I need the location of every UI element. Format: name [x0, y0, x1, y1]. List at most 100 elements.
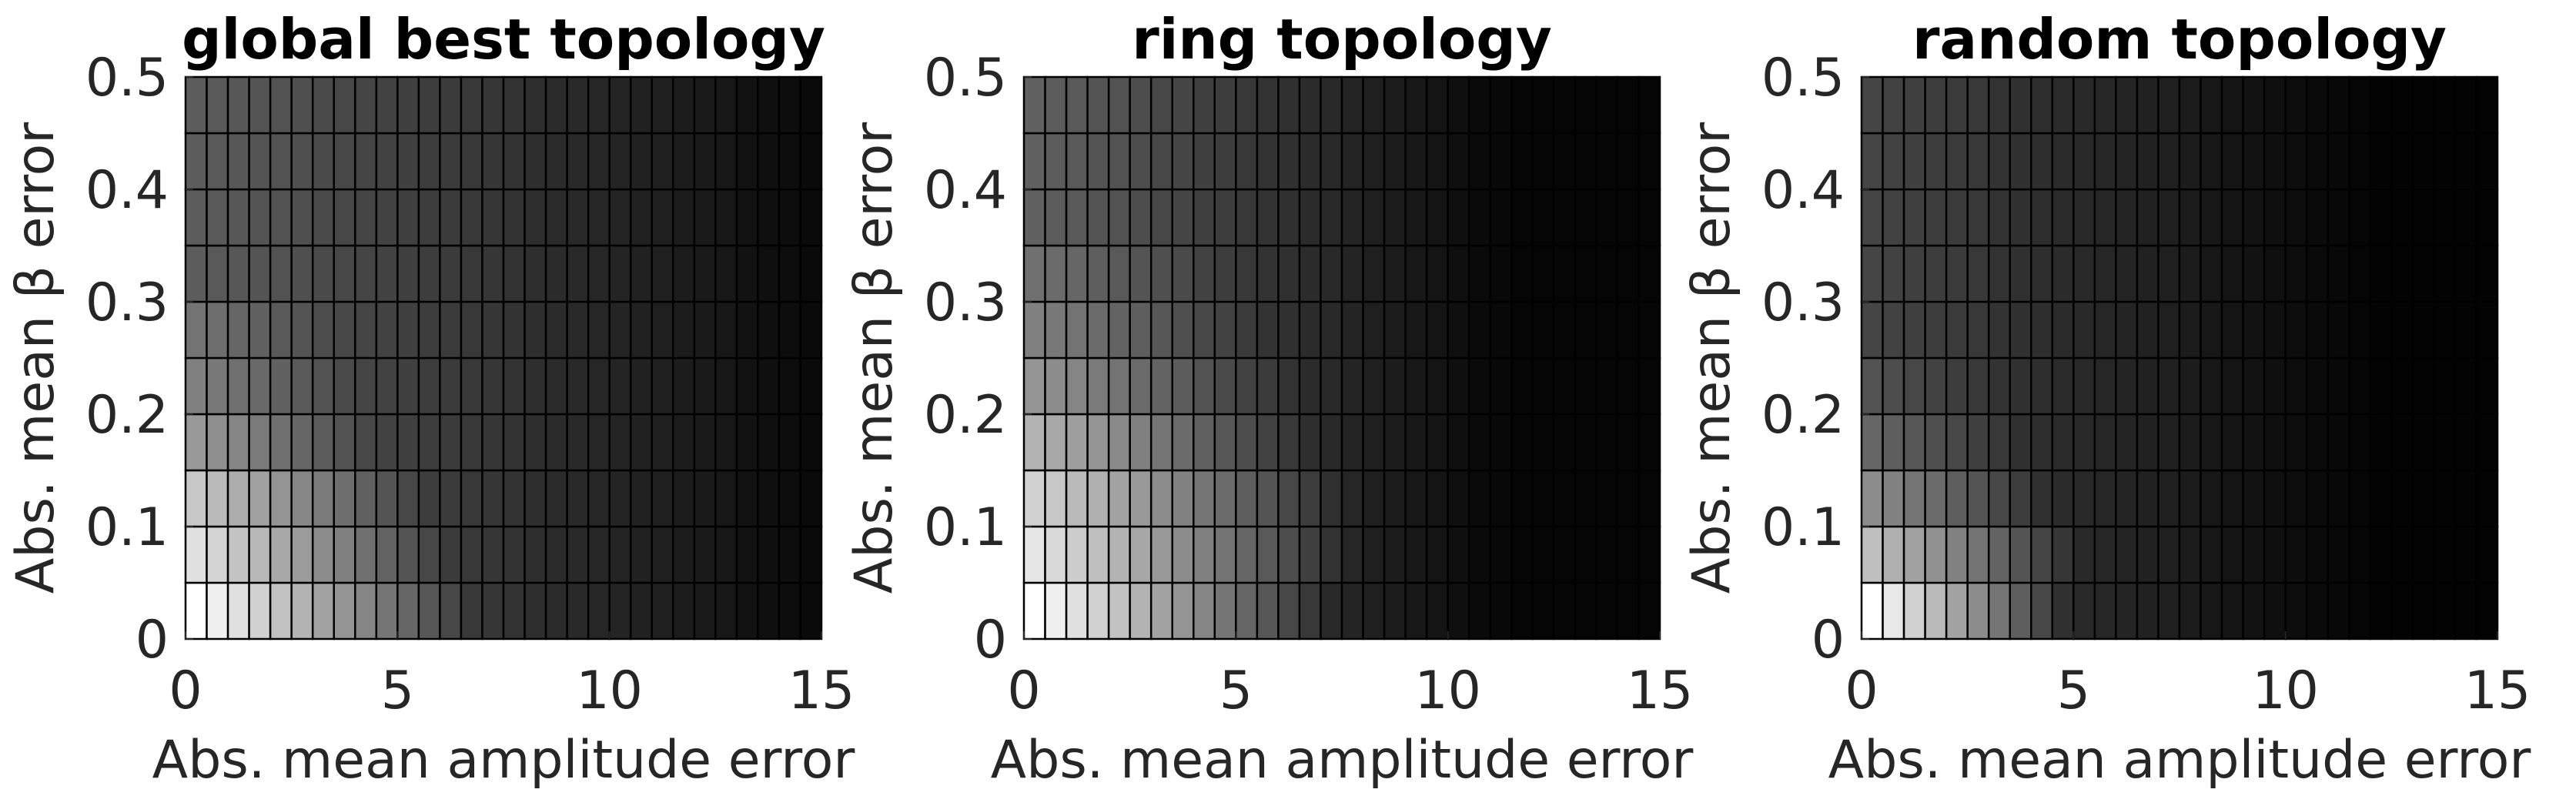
heatmap-cell	[1171, 581, 1195, 640]
heatmap-cell	[693, 413, 717, 472]
heatmap-cell	[2390, 300, 2414, 360]
heatmap-cell	[1298, 75, 1322, 135]
heatmap-cell	[1298, 356, 1322, 416]
heatmap-cell	[184, 356, 208, 416]
heatmap-cell	[1362, 525, 1386, 584]
heatmap-cell	[439, 413, 463, 472]
heatmap-cell	[2157, 300, 2181, 360]
heatmap-cell	[566, 75, 590, 135]
heatmap-cell	[1447, 525, 1470, 584]
heatmap-cell	[2009, 188, 2032, 247]
heatmap-cell	[2115, 132, 2139, 191]
heatmap-cell	[396, 300, 420, 360]
heatmap-cell	[1107, 244, 1131, 303]
heatmap-cell	[1193, 75, 1216, 135]
heatmap-cell	[2327, 244, 2350, 303]
heatmap-cell	[375, 356, 399, 416]
heatmap-cell	[1256, 525, 1280, 584]
heatmap-cell	[396, 132, 420, 191]
heatmap-cell	[2093, 75, 2117, 135]
heatmap-cell	[290, 300, 314, 360]
heatmap-cell	[1022, 188, 1046, 247]
heatmap-cell	[502, 413, 526, 472]
heatmap-cell	[2242, 413, 2266, 472]
heatmap-cell	[1860, 469, 1884, 528]
heatmap-cell	[1966, 356, 1990, 416]
heatmap-cell	[2475, 356, 2499, 416]
heatmap-cell	[629, 188, 653, 247]
heatmap-cell	[311, 75, 335, 135]
heatmap-cell	[439, 525, 463, 584]
heatmap-cell	[1966, 132, 1990, 191]
heatmap-cell	[608, 132, 632, 191]
y-tick-label: 0.1	[1761, 497, 1845, 558]
heatmap-cell	[2348, 469, 2372, 528]
heatmap-cell	[2411, 469, 2435, 528]
heatmap-cell	[544, 300, 568, 360]
title: ring topology	[1132, 7, 1552, 72]
heatmap-cell	[354, 188, 378, 247]
heatmap-cell	[757, 581, 781, 640]
heatmap-cell	[1574, 356, 1597, 416]
heatmap-cell	[544, 244, 568, 303]
heatmap-cell	[290, 413, 314, 472]
heatmap-cell	[2009, 525, 2032, 584]
heatmap-cell	[290, 75, 314, 135]
heatmap-cell	[1340, 75, 1364, 135]
heatmap-cell	[608, 75, 632, 135]
heatmap-cell	[1510, 300, 1534, 360]
heatmap-cell	[1213, 525, 1237, 584]
heatmap-cell	[2200, 525, 2223, 584]
heatmap-cell	[1966, 300, 1990, 360]
heatmap-cell	[1902, 413, 1926, 472]
heatmap-cell	[1022, 581, 1046, 640]
heatmap-cell	[2475, 188, 2499, 247]
heatmap-cell	[778, 244, 801, 303]
heatmap-cell	[1531, 469, 1555, 528]
heatmap-cell	[587, 413, 611, 472]
heatmap-cell	[417, 132, 441, 191]
heatmap-cell	[2073, 356, 2096, 416]
heatmap-cell	[1489, 188, 1513, 247]
heatmap-cell	[1531, 132, 1555, 191]
heatmap-cell	[1595, 188, 1619, 247]
heatmap-cell	[354, 525, 378, 584]
heatmap-cell	[2263, 188, 2287, 247]
heatmap-cell	[2433, 356, 2457, 416]
heatmap-cell	[2305, 413, 2329, 472]
heatmap-cell	[2157, 469, 2181, 528]
heatmap-cell	[2093, 469, 2117, 528]
heatmap-cell	[1489, 244, 1513, 303]
heatmap-cell	[481, 469, 505, 528]
heatmap-cell	[2369, 244, 2393, 303]
heatmap-cell	[439, 75, 463, 135]
heatmap-cell	[2093, 132, 2117, 191]
heatmap-cell	[1553, 469, 1577, 528]
heatmap-cell	[1531, 356, 1555, 416]
y-tick-label: 0.2	[85, 385, 169, 446]
x-tick-label: 5	[381, 661, 414, 721]
heatmap-cell	[206, 75, 229, 135]
heatmap-cell	[2433, 525, 2457, 584]
heatmap-cell	[587, 469, 611, 528]
heatmap-cell	[1193, 300, 1216, 360]
heatmap-cell	[1404, 413, 1428, 472]
heatmap-cell	[714, 413, 738, 472]
heatmap-cell	[524, 581, 547, 640]
heatmap-cell	[1902, 300, 1926, 360]
heatmap-cell	[1171, 75, 1195, 135]
heatmap-cell	[1171, 132, 1195, 191]
heatmap-cell	[481, 300, 505, 360]
heatmap-cell	[1467, 244, 1491, 303]
heatmap-cell	[2390, 413, 2414, 472]
heatmap-cell	[524, 469, 547, 528]
heatmap-cell	[1193, 581, 1216, 640]
heatmap-cell	[396, 469, 420, 528]
heatmap-cell	[333, 469, 356, 528]
heatmap-cell	[2242, 356, 2266, 416]
heatmap-cell	[1404, 581, 1428, 640]
heatmap-cell	[1235, 469, 1259, 528]
heatmap-cell	[608, 356, 632, 416]
heatmap-cell	[2411, 132, 2435, 191]
heatmap-cell	[1638, 581, 1661, 640]
